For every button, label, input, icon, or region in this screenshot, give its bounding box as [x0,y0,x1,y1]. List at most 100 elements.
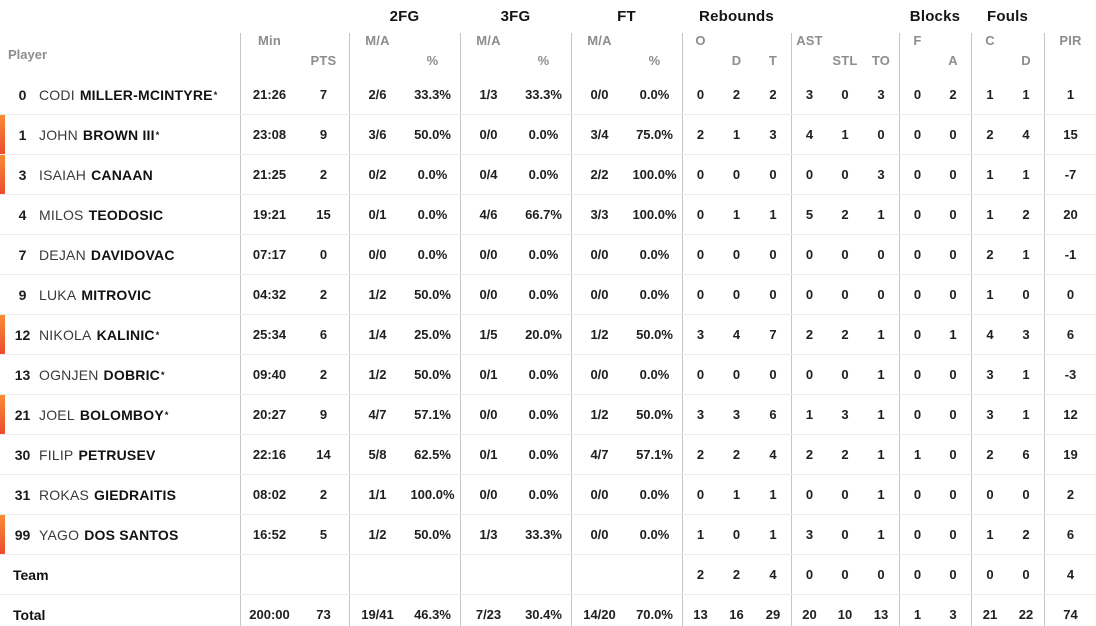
stat-cell: 0 [841,527,849,542]
player-number: 21 [14,406,31,423]
stat-cell: 3/6 [349,115,405,154]
player-cell[interactable]: 4 MILOS TEODOSIC [0,195,240,234]
player-number: 9 [18,286,27,303]
stat-cell: 57.1% [414,407,451,422]
stat-cell: 1 [877,487,885,502]
stat-cell: 14/20 [571,595,627,626]
player-cell[interactable]: 3 ISAIAH CANAAN [0,155,240,194]
stat-cell: 0.0% [639,87,670,102]
column-header-to: TO [863,53,899,75]
column-header-m-a: M/A [571,33,627,75]
stat-cell: 0.0% [528,407,559,422]
player-row: 30 FILIP PETRUSEV 22:16 14 5/8 62.5% 0/1 0.0% 4/7… [0,435,1096,475]
stat-cell: 0.0% [639,527,670,542]
column-header-label: C [985,33,995,48]
stat-cell: 4 [1044,555,1096,594]
stat-cell: 0 [899,475,935,514]
player-cell[interactable]: 99 YAGO DOS SANTOS [0,515,240,554]
player-number: 3 [18,166,27,183]
stat-cell: 21 [971,595,1008,626]
stat-cell: 1 [732,207,741,222]
column-header-m-a: M/A [460,33,516,75]
player-cell[interactable]: 30 FILIP PETRUSEV [0,435,240,474]
stat-cell: 3 [769,127,777,142]
column-header-f: F [899,33,935,75]
starter-mark-icon: * [155,329,160,340]
stat-cell: 0 [949,527,957,542]
column-header-pts: PTS [298,53,349,75]
stat-cell: 4/6 [460,195,516,234]
player-cell[interactable]: 7 DEJAN DAVIDOVAC [0,235,240,274]
stat-cell: 5/8 [349,435,405,474]
stat-cell: 0 [841,567,849,582]
player-row: 7 DEJAN DAVIDOVAC 07:17 0 0/0 0.0% 0/0 0.0% 0/0 0.… [0,235,1096,275]
oncourt-indicator [0,515,5,554]
stat-cell: 0/0 [571,275,627,314]
stat-cell: 6 [1044,315,1096,354]
stat-cell: 0 [899,555,935,594]
stat-cell: 2 [971,235,1008,274]
summary-label: Total [13,606,46,623]
column-header-label: M/A [476,33,501,48]
stat-cell: 0/0 [460,475,516,514]
stat-cell: 3 [682,315,718,354]
player-cell[interactable]: 31 ROKAS GIEDRAITIS [0,475,240,514]
player-row: 99 YAGO DOS SANTOS 16:52 5 1/2 50.0% 1/3 33.3% 0/… [0,515,1096,555]
player-first-name: OGNJEN [39,366,99,383]
stat-cell: 0.0% [417,247,448,262]
stat-cell: 66.7% [525,207,562,222]
player-last-name: GIEDRAITIS [94,486,177,503]
stat-cell: 2 [732,447,741,462]
stat-cell: 2 [1022,207,1030,222]
stat-cell: 0 [899,275,935,314]
column-header-d: D [1008,53,1044,75]
stat-cell: 1 [949,327,957,342]
player-cell[interactable]: 13 OGNJEN DOBRIC * [0,355,240,394]
stat-cell: 5 [319,527,328,542]
player-row: 13 OGNJEN DOBRIC * 09:40 2 1/2 50.0% 0/1 0.0% 0/0 0… [0,355,1096,395]
stat-cell: 0.0% [417,207,448,222]
stat-cell: 62.5% [414,447,451,462]
column-header-label: % [537,53,550,68]
stat-cell: 74 [1044,595,1096,626]
stat-cell: 1 [971,515,1008,554]
player-number: 31 [14,486,31,503]
stat-cell: 1 [1022,167,1030,182]
stat-cell: 0/2 [349,155,405,194]
column-header-label: M/A [365,33,390,48]
stat-cell: 0 [732,247,741,262]
player-first-name: MILOS [39,206,84,223]
player-cell[interactable]: 12 NIKOLA KALINIC * [0,315,240,354]
stat-cell: 0 [949,447,957,462]
stat-cell: 1 [769,487,777,502]
stat-cell: 2 [1044,475,1096,514]
player-cell[interactable]: 9 LUKA MITROVIC [0,275,240,314]
stat-cell: 33.3% [525,527,562,542]
player-last-name: DOBRIC [103,366,160,383]
player-cell[interactable]: 0 CODI MILLER-MCINTYRE * [0,75,240,114]
stat-cell: 0.0% [417,167,448,182]
player-cell[interactable]: 21 JOEL BOLOMBOY * [0,395,240,434]
stat-cell: 1 [877,527,885,542]
stat-cell: 25:34 [240,315,298,354]
stat-cell: 7 [769,327,777,342]
stat-cell: 21:26 [240,75,298,114]
stat-cell: 3 [971,355,1008,394]
stat-cell: 1/4 [349,315,405,354]
stat-cell: 0 [732,367,741,382]
player-first-name: JOHN [39,126,78,143]
player-first-name: YAGO [39,526,80,543]
group-header-blocks: Blocks [909,8,961,25]
player-cell[interactable]: 1 JOHN BROWN III * [0,115,240,154]
stat-cell: 2 [319,367,328,382]
player-first-name: ROKAS [39,486,90,503]
stat-cell: 4 [732,327,741,342]
stat-cell: 0.0% [528,287,559,302]
stat-cell: 0 [949,407,957,422]
stat-cell: 9 [319,407,328,422]
column-header-label: STL [832,53,858,68]
stat-cell: 0 [791,555,827,594]
stat-cell: -3 [1044,355,1096,394]
stat-cell: 0 [732,167,741,182]
stat-cell: 0 [949,567,957,582]
